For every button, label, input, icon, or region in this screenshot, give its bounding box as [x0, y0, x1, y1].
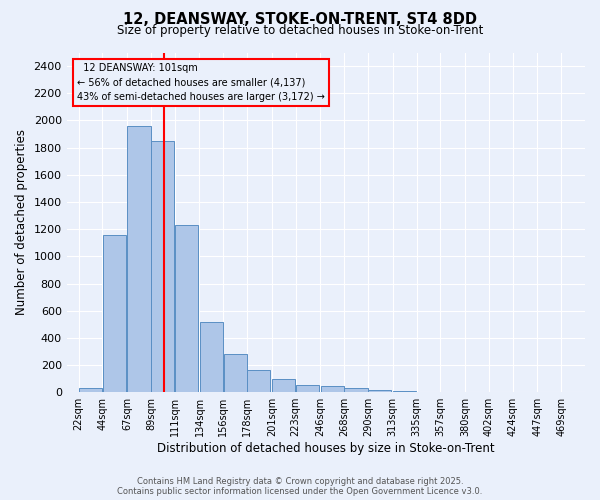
Bar [200, 322, 223, 392]
Bar [368, 390, 391, 392]
Bar [247, 370, 271, 392]
Bar [151, 141, 175, 392]
Text: Size of property relative to detached houses in Stoke-on-Trent: Size of property relative to detached ho… [117, 24, 483, 37]
Bar [272, 378, 295, 392]
X-axis label: Distribution of detached houses by size in Stoke-on-Trent: Distribution of detached houses by size … [157, 442, 494, 455]
Bar [79, 388, 102, 392]
Bar [344, 388, 368, 392]
Text: 12, DEANSWAY, STOKE-ON-TRENT, ST4 8DD: 12, DEANSWAY, STOKE-ON-TRENT, ST4 8DD [123, 12, 477, 28]
Bar [103, 234, 126, 392]
Y-axis label: Number of detached properties: Number of detached properties [15, 130, 28, 316]
Bar [175, 225, 198, 392]
Text: Contains HM Land Registry data © Crown copyright and database right 2025.
Contai: Contains HM Land Registry data © Crown c… [118, 476, 482, 496]
Bar [127, 126, 151, 392]
Bar [224, 354, 247, 392]
Bar [296, 386, 319, 392]
Bar [393, 391, 416, 392]
Text: 12 DEANSWAY: 101sqm  
← 56% of detached houses are smaller (4,137)
43% of semi-d: 12 DEANSWAY: 101sqm ← 56% of detached ho… [77, 62, 325, 102]
Bar [321, 386, 344, 392]
